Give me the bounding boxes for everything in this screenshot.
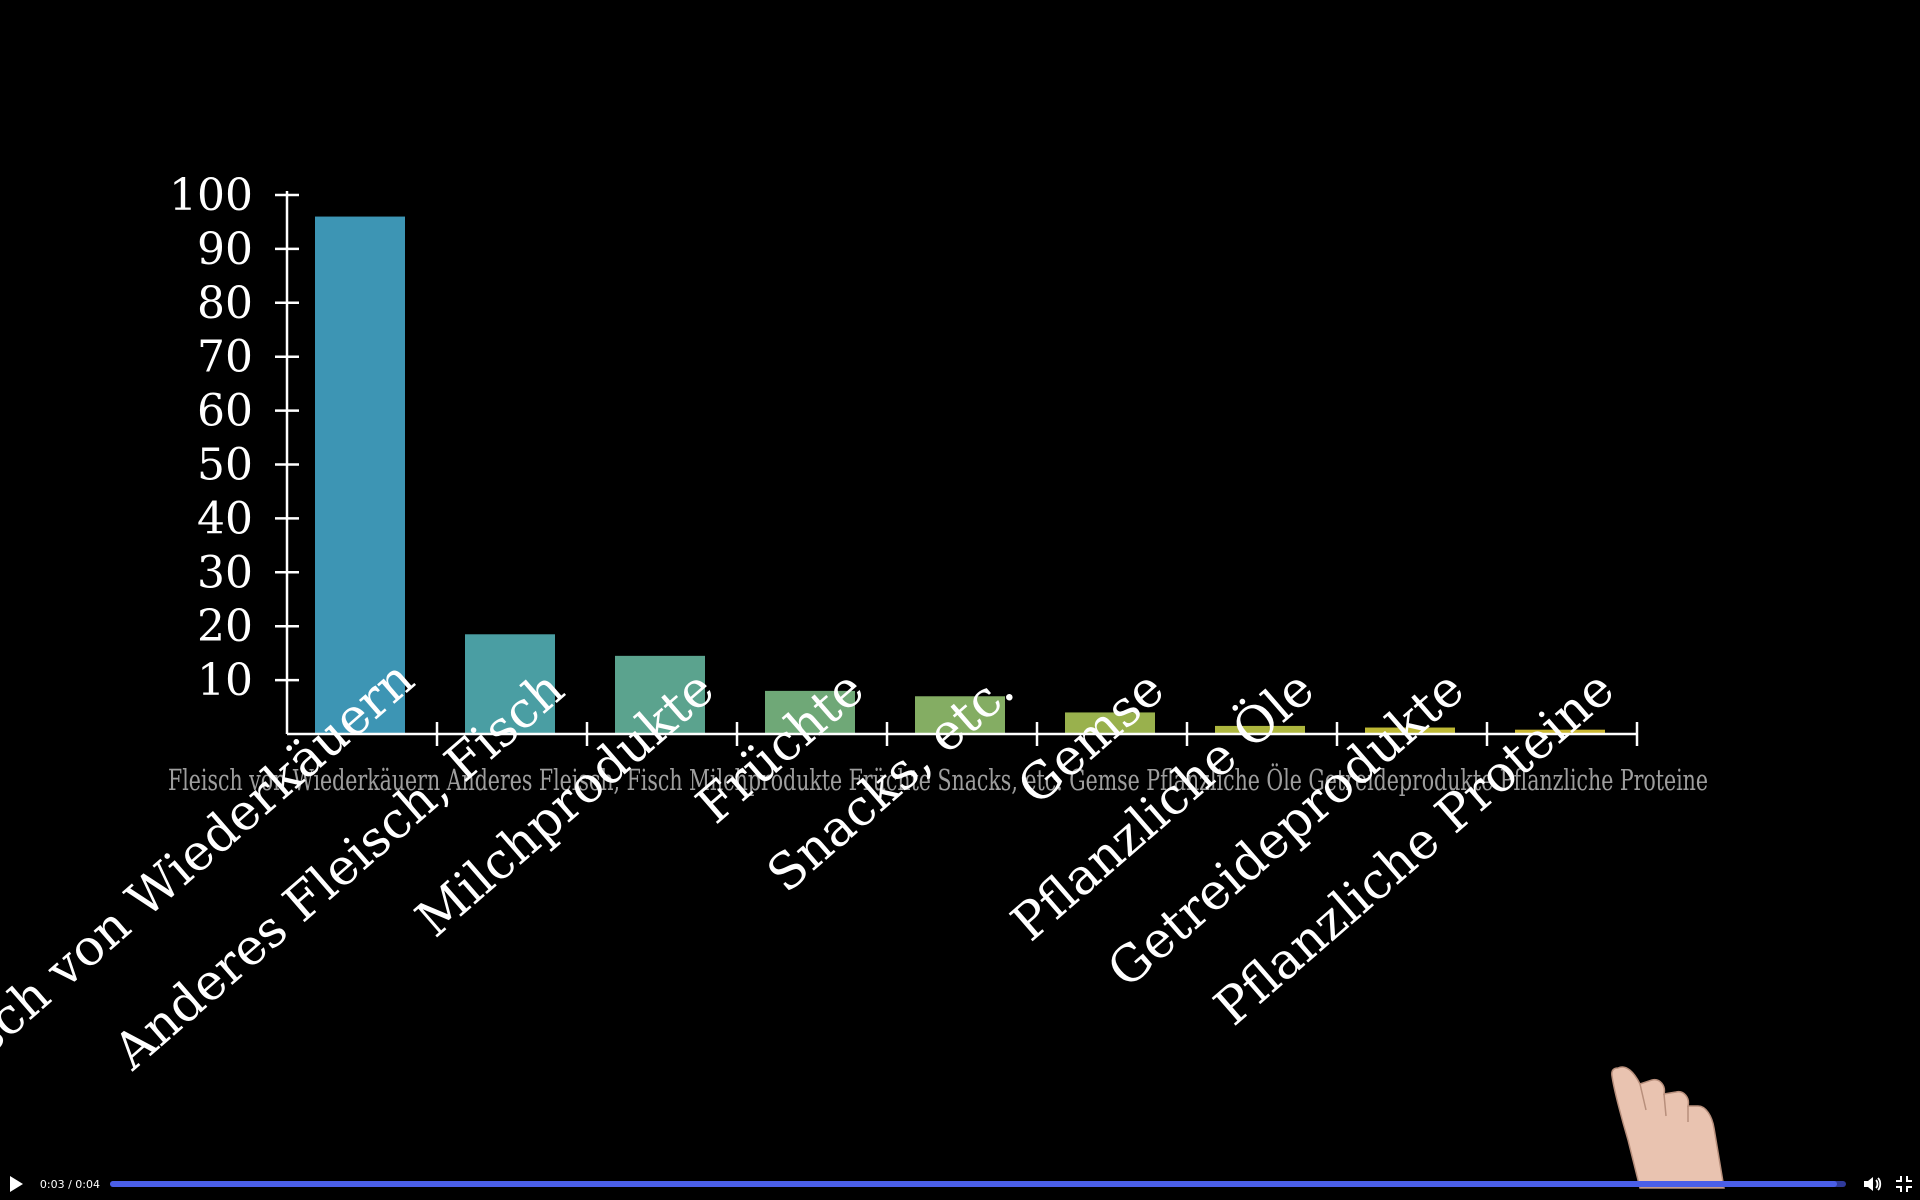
bar-2	[465, 634, 555, 734]
exit-fullscreen-icon	[1895, 1176, 1912, 1192]
x-labels-flat-row: Fleisch von Wiederkäuern Anderes Fleisch…	[168, 762, 1708, 797]
bar-1	[315, 216, 405, 734]
y-tick-label: 70	[197, 332, 253, 383]
volume-button[interactable]	[1856, 1168, 1888, 1200]
bar-3	[615, 655, 705, 734]
y-tick-label: 90	[197, 224, 253, 275]
x-tick-label: Fleisch von Wiederkäuern	[0, 649, 425, 1128]
bar-7	[1215, 725, 1305, 734]
y-tick-label: 10	[197, 655, 253, 706]
y-tick-label: 60	[197, 386, 253, 437]
y-tick-label: 30	[197, 547, 253, 598]
progress-fill	[109, 1181, 1838, 1187]
volume-icon	[1863, 1177, 1881, 1191]
play-button[interactable]	[0, 1168, 32, 1200]
bar-4	[765, 690, 855, 734]
bar-9	[1515, 729, 1605, 734]
play-icon	[10, 1176, 24, 1192]
video-controls: 0:03 / 0:04	[0, 1168, 1920, 1200]
y-tick-label: 50	[197, 440, 253, 491]
progress-bar[interactable]	[109, 1181, 1846, 1187]
exit-fullscreen-button[interactable]	[1888, 1168, 1920, 1200]
y-tick-label: 40	[197, 493, 253, 544]
pointing-hand-icon	[1611, 1066, 1725, 1189]
y-tick-label: 80	[197, 278, 253, 329]
bar-5	[915, 696, 1005, 734]
y-tick-label: 20	[197, 601, 253, 652]
time-display: 0:03 / 0:04	[39, 1177, 100, 1191]
y-tick-label: 100	[169, 170, 253, 221]
bar-8	[1365, 727, 1455, 734]
bar-6	[1065, 712, 1155, 734]
